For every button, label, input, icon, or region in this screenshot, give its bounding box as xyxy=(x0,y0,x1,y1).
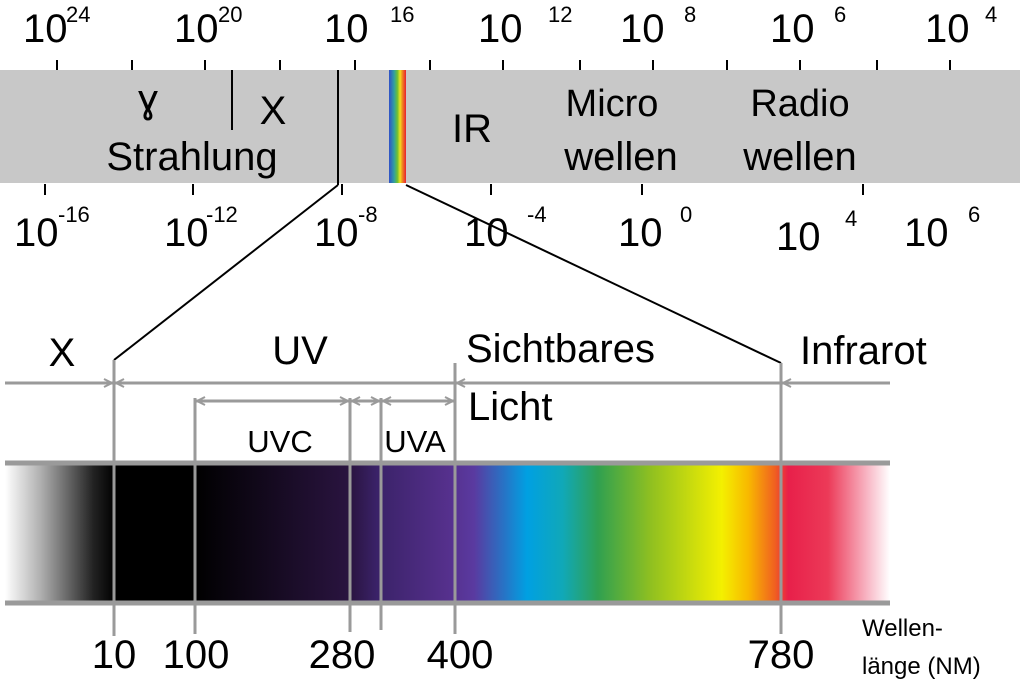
sichtbares-label: Sichtbares xyxy=(466,327,655,371)
top-label-exp: 8 xyxy=(684,2,696,27)
band-background xyxy=(0,70,1020,183)
wavelength-label: 10 xyxy=(92,633,137,677)
spectrum-gradient xyxy=(5,463,890,602)
bottom-label-exp: -12 xyxy=(206,202,238,227)
bottom-label-base: 10 xyxy=(464,211,509,255)
bottom-label-exp: -4 xyxy=(527,202,547,227)
axis-label-line1: Wellen- xyxy=(862,615,943,642)
spectrum-band: ɣ X Strahlung IR Micro wellen Radio well… xyxy=(0,70,1020,185)
radio-wellen-label: wellen xyxy=(742,135,856,179)
bottom-label-exp: 6 xyxy=(968,202,980,227)
guide-lines xyxy=(5,360,890,636)
top-label-exp: 6 xyxy=(834,2,846,27)
top-label-base: 10 xyxy=(324,7,369,51)
uva-label: UVA xyxy=(384,424,446,459)
bottom-label-exp: -8 xyxy=(358,202,378,227)
top-label-base: 10 xyxy=(174,7,219,51)
top-label-exp: 12 xyxy=(548,2,572,27)
wavelength-label: 280 xyxy=(309,633,376,677)
bottom-label-exp: 0 xyxy=(680,202,692,227)
wavelength-label: 780 xyxy=(748,633,815,677)
zoom-line-left xyxy=(113,184,339,361)
top-label-exp: 16 xyxy=(390,2,414,27)
top-ticks xyxy=(56,60,951,70)
axis-label-line2: länge (NM) xyxy=(862,653,981,680)
top-label-base: 10 xyxy=(770,7,815,51)
bottom-label-base: 10 xyxy=(618,211,663,255)
top-label-base: 10 xyxy=(478,7,523,51)
licht-label: Licht xyxy=(468,385,553,429)
arrow-heads xyxy=(103,378,792,406)
xray-label: X xyxy=(260,89,287,133)
bottom-label-base: 10 xyxy=(164,211,209,255)
wavelength-label: 400 xyxy=(427,633,494,677)
strahlung-label: Strahlung xyxy=(106,135,277,179)
bottom-label-exp: -16 xyxy=(58,202,90,227)
bottom-label-base: 10 xyxy=(14,211,59,255)
top-label-exp: 4 xyxy=(985,2,997,27)
top-label-exp: 20 xyxy=(218,2,242,27)
wavelength-scale: 10 -16 10 -12 10 -8 10 -4 10 0 10 4 10 6 xyxy=(14,184,980,259)
top-label-base: 10 xyxy=(620,7,665,51)
gamma-label: ɣ xyxy=(138,77,158,121)
infrarot-label: Infrarot xyxy=(800,329,927,373)
zoom-line-right xyxy=(405,184,782,364)
micro-label: Micro xyxy=(566,83,659,125)
uv-label: UV xyxy=(272,329,328,373)
top-label-exp: 24 xyxy=(66,2,90,27)
radio-label: Radio xyxy=(750,83,849,125)
top-label-base: 10 xyxy=(23,7,68,51)
uvc-label: UVC xyxy=(247,424,312,459)
bottom-ticks xyxy=(44,184,864,195)
bottom-label-base: 10 xyxy=(904,211,949,255)
top-label-base: 10 xyxy=(925,7,970,51)
micro-wellen-label: wellen xyxy=(563,135,677,179)
bottom-label-base: 10 xyxy=(314,211,359,255)
detail-x-label: X xyxy=(49,331,76,375)
ir-label: IR xyxy=(452,107,492,151)
bottom-label-base: 10 xyxy=(776,215,821,259)
visible-light-stripe xyxy=(389,70,406,183)
bottom-label-exp: 4 xyxy=(845,206,857,231)
frequency-scale: 10 24 10 20 10 16 10 12 10 8 10 6 10 4 xyxy=(23,2,997,70)
wavelength-label: 100 xyxy=(163,633,230,677)
